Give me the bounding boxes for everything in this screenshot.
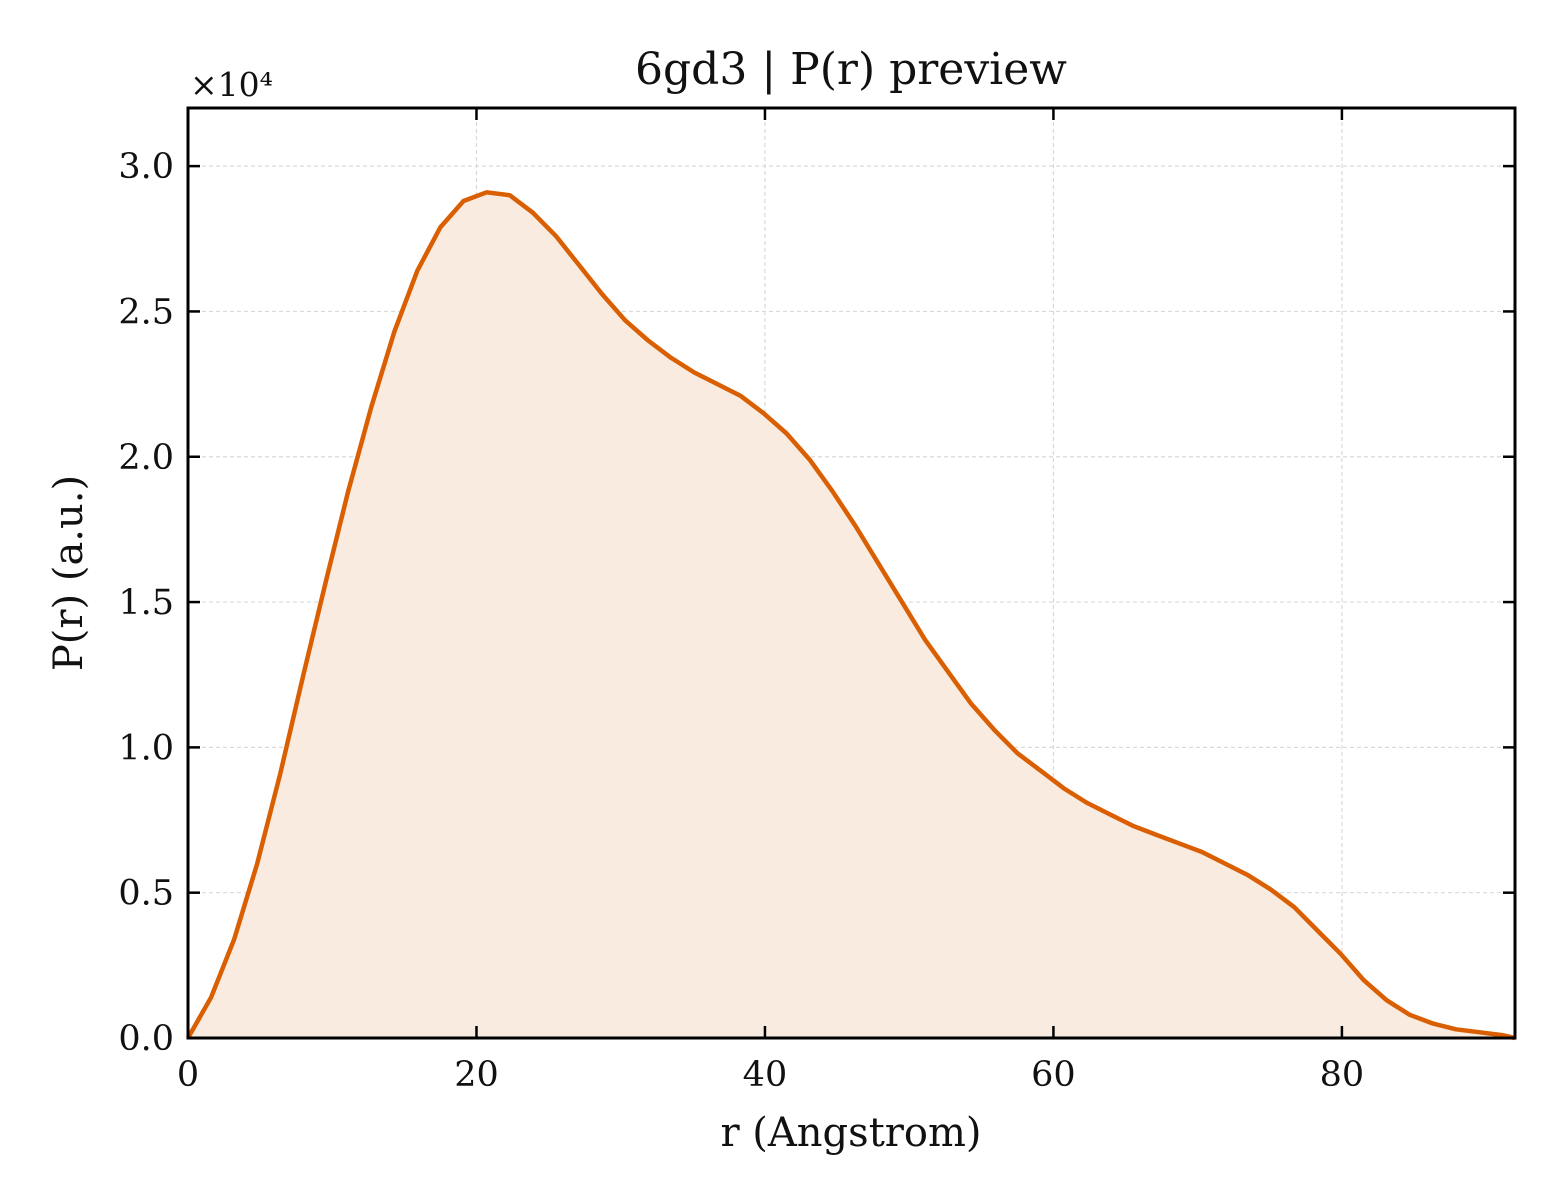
y-tick-label: 1.0 (118, 728, 174, 768)
y-tick-label: 0.5 (118, 874, 174, 914)
y-axis-label: P(r) (a.u.) (46, 475, 92, 671)
x-tick-label: 40 (743, 1055, 788, 1095)
y-tick-label: 2.0 (118, 438, 174, 478)
y-tick-label: 3.0 (118, 147, 174, 187)
ticks: 0 20 40 60 80 0.0 0.5 1.0 1.5 2.0 2.5 3.0 (118, 108, 1515, 1095)
y-tick-label: 0.0 (118, 1019, 174, 1059)
y-offset-label: ×10⁴ (190, 65, 273, 104)
x-tick-label: 0 (177, 1055, 199, 1095)
y-tick-label: 2.5 (118, 292, 174, 332)
x-tick-label: 20 (454, 1055, 499, 1095)
x-axis-label: r (Angstrom) (720, 1110, 981, 1156)
chart-title: 6gd3 | P(r) preview (635, 44, 1067, 95)
series-line (186, 190, 1516, 1041)
x-tick-label: 80 (1320, 1055, 1365, 1095)
plot-frame (186, 106, 1517, 1040)
area-fill (188, 192, 1515, 1039)
x-tick-label: 60 (1031, 1055, 1076, 1095)
y-tick-label: 1.5 (118, 583, 174, 623)
